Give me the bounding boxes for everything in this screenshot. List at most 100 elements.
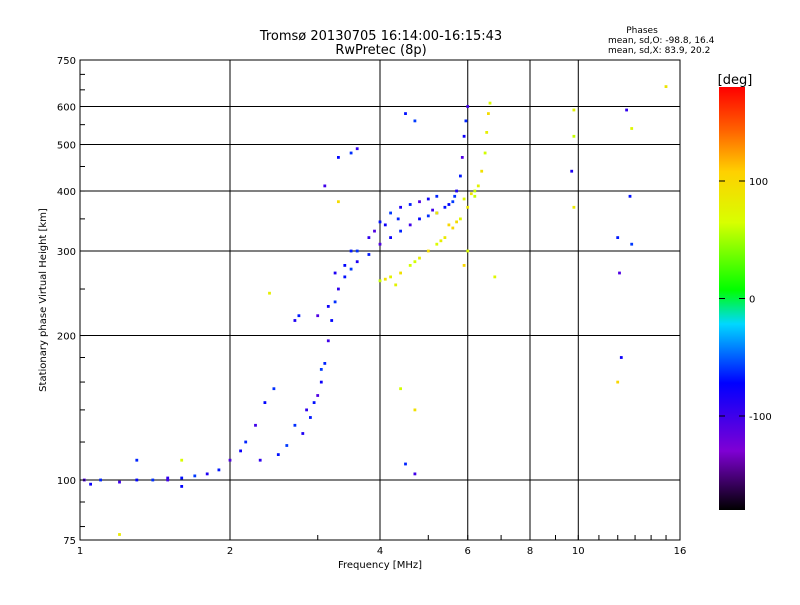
colorbar-tick-label: 100 <box>749 177 768 188</box>
data-point-x <box>439 239 443 243</box>
data-point-x <box>447 223 451 227</box>
stats-heading: Phases <box>626 26 658 36</box>
data-point-o <box>326 339 330 343</box>
data-point-x <box>664 85 668 88</box>
data-point-x <box>399 271 402 275</box>
data-point-o <box>263 401 267 404</box>
y-axis-label: Stationary phase Virtual Height [km] <box>38 208 49 392</box>
x-tick-label: 4 <box>377 546 383 557</box>
data-point-o <box>333 300 337 304</box>
data-point-o <box>378 242 382 246</box>
data-point-x <box>466 249 470 253</box>
data-point-o <box>316 314 320 318</box>
stats-x-line: mean, sd,X: 83.9, 20.2 <box>608 46 710 56</box>
data-point-x <box>451 226 455 230</box>
data-point-o <box>451 200 455 204</box>
data-point-x <box>462 264 466 267</box>
data-point-o <box>293 319 297 322</box>
data-point-o <box>217 468 221 472</box>
x-tick-label: 10 <box>572 546 585 557</box>
data-point-o <box>355 249 359 253</box>
data-point-o <box>426 214 430 218</box>
data-point-x <box>487 112 490 115</box>
data-point-x <box>394 283 398 287</box>
data-point-o <box>408 203 412 206</box>
data-point-o <box>285 444 289 447</box>
y-tick-label: 75 <box>63 536 76 547</box>
data-point-o <box>413 119 417 123</box>
data-point-o <box>413 472 417 476</box>
data-point-o <box>330 319 334 322</box>
grid-lines <box>80 60 680 540</box>
data-point-o <box>343 275 347 279</box>
data-point-o <box>455 189 458 193</box>
data-point-o <box>312 401 316 404</box>
data-point-o <box>180 485 184 488</box>
x-tick-label: 1 <box>77 546 83 557</box>
data-point-o <box>254 423 257 427</box>
data-point-o <box>337 287 340 291</box>
data-point-o <box>99 478 102 482</box>
data-point-o <box>460 156 464 159</box>
data-point-o <box>349 267 353 271</box>
data-point-o <box>272 387 276 391</box>
data-point-o <box>326 305 330 308</box>
data-point-o <box>244 440 248 444</box>
data-point-o <box>193 474 197 478</box>
y-tick-label: 500 <box>57 141 76 152</box>
data-point-o <box>309 416 312 419</box>
axis-ticks: 1 2 4 6 8 10 16 75 100 200 300 400 500 600 750 <box>57 56 686 557</box>
data-point-x <box>462 197 466 201</box>
data-point-x <box>473 194 477 198</box>
data-point-o <box>459 174 462 178</box>
data-point-o <box>618 271 621 275</box>
data-point-o <box>399 205 402 209</box>
data-point-o <box>293 423 297 427</box>
stats-o-line: mean, sd,O: -98.8, 16.4 <box>608 36 715 46</box>
data-point-o <box>630 242 634 246</box>
data-point-x <box>418 256 421 260</box>
data-point-x <box>383 277 387 281</box>
data-point-o <box>316 394 320 397</box>
data-point-x <box>488 101 492 105</box>
data-point-x <box>426 249 430 253</box>
x-axis-label: Frequency [MHz] <box>338 560 422 571</box>
data-point-x <box>483 151 487 155</box>
data-point-o <box>180 476 184 480</box>
data-point-x <box>118 533 121 536</box>
data-point-o <box>570 169 574 173</box>
data-point-x <box>443 236 447 239</box>
data-points <box>82 85 668 536</box>
data-point-o <box>276 453 280 456</box>
y-tick-label: 750 <box>57 56 76 67</box>
chart-title: Tromsø 20130705 16:14:00-16:15:43 <box>259 29 502 44</box>
data-point-o <box>343 264 347 267</box>
data-point-o <box>319 368 323 371</box>
data-point-o <box>373 229 376 233</box>
data-point-o <box>205 472 209 476</box>
data-point-x <box>493 275 497 279</box>
data-point-o <box>453 194 457 198</box>
data-point-o <box>378 220 382 224</box>
data-point-o <box>337 156 340 159</box>
data-point-o <box>166 476 170 480</box>
data-point-o <box>319 380 323 384</box>
data-point-o <box>333 271 337 275</box>
colorbar-tick-label: -100 <box>749 412 772 423</box>
colorbar-tick-label: 0 <box>749 295 755 306</box>
data-point-o <box>305 408 308 412</box>
data-point-x <box>459 217 462 221</box>
data-point-x <box>466 205 470 209</box>
data-point-x <box>435 211 439 215</box>
data-point-o <box>625 108 628 112</box>
chart-subtitle: RwPretec (8p) <box>335 43 426 58</box>
data-point-x <box>480 169 484 173</box>
data-point-o <box>89 482 92 486</box>
data-point-o <box>619 356 623 359</box>
data-point-o <box>464 119 468 123</box>
data-point-x <box>389 275 392 279</box>
y-tick-label: 200 <box>57 332 76 343</box>
data-point-o <box>404 462 407 466</box>
data-point-o <box>349 249 353 253</box>
